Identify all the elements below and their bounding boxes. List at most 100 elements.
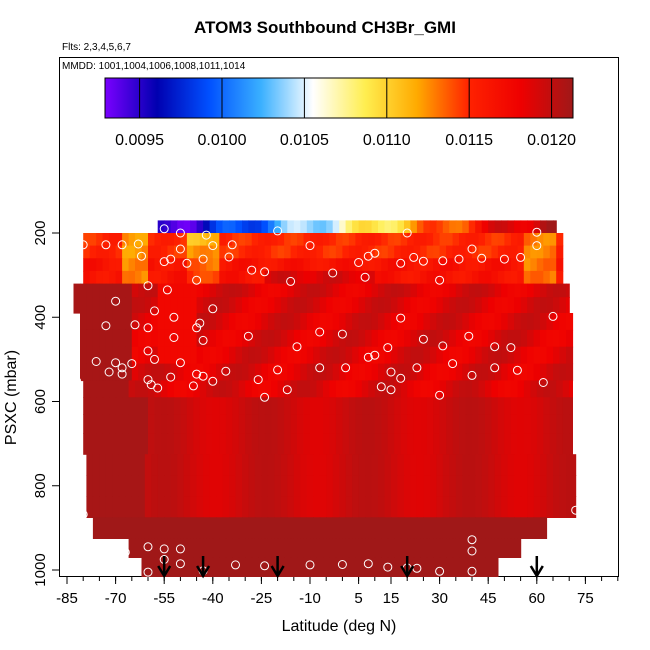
y-tick-label: 800 bbox=[32, 473, 49, 498]
heatmap-cell bbox=[190, 313, 198, 331]
heatmap-cell bbox=[404, 220, 412, 234]
heatmap-cell bbox=[203, 313, 211, 331]
heatmap-cell bbox=[271, 414, 279, 434]
flights-note: Flts: 2,3,4,5,6,7 bbox=[62, 42, 131, 53]
heatmap-cell bbox=[102, 414, 110, 434]
heatmap-cell bbox=[105, 496, 113, 518]
heatmap-cell bbox=[429, 475, 437, 497]
profile-point bbox=[182, 258, 192, 268]
heatmap-cell bbox=[475, 496, 483, 518]
heatmap-cell bbox=[141, 538, 149, 558]
heatmap-cell bbox=[297, 538, 305, 558]
profile-point bbox=[101, 240, 111, 250]
heatmap-cell bbox=[566, 454, 574, 476]
profile-point bbox=[273, 365, 283, 375]
heatmap-cell bbox=[348, 233, 356, 247]
heatmap-cell bbox=[190, 297, 198, 314]
heatmap-cell bbox=[131, 283, 139, 298]
heatmap-cell bbox=[404, 454, 412, 476]
heatmap-cell bbox=[442, 496, 450, 518]
heatmap-cell bbox=[238, 233, 246, 247]
heatmap-cell bbox=[504, 538, 512, 558]
heatmap-cell bbox=[475, 220, 483, 234]
heatmap-cell bbox=[368, 258, 376, 272]
heatmap-cell bbox=[264, 380, 272, 398]
heatmap-cell bbox=[209, 454, 217, 476]
heatmap-cell bbox=[481, 297, 489, 314]
heatmap-cell bbox=[125, 496, 133, 518]
heatmap-cell bbox=[472, 270, 480, 285]
heatmap-cell bbox=[410, 283, 418, 298]
heatmap-cell bbox=[225, 258, 233, 272]
heatmap-cell bbox=[413, 380, 421, 398]
heatmap-cell bbox=[540, 496, 548, 518]
heatmap-cell bbox=[157, 346, 165, 365]
heatmap-cell bbox=[420, 538, 428, 558]
heatmap-cell bbox=[429, 297, 437, 314]
heatmap-cell bbox=[109, 380, 117, 398]
heatmap-cell bbox=[138, 475, 146, 497]
heatmap-cell bbox=[391, 297, 399, 314]
heatmap-cell bbox=[141, 397, 149, 415]
profile-point bbox=[175, 544, 185, 554]
heatmap-cell bbox=[507, 283, 515, 298]
heatmap-cell bbox=[368, 245, 376, 259]
heatmap-cell bbox=[303, 270, 311, 285]
heatmap-cell bbox=[514, 220, 522, 234]
heatmap-cell bbox=[148, 258, 156, 272]
heatmap-cell bbox=[510, 414, 518, 434]
heatmap-cell bbox=[488, 297, 496, 314]
heatmap-cell bbox=[361, 233, 369, 247]
heatmap-cell bbox=[407, 233, 415, 247]
heatmap-cell bbox=[335, 538, 343, 558]
heatmap-cell bbox=[371, 475, 379, 497]
heatmap-cell bbox=[248, 475, 256, 497]
heatmap-cell bbox=[306, 454, 314, 476]
heatmap-cell bbox=[261, 475, 269, 497]
heatmap-cell bbox=[264, 258, 272, 272]
heatmap-cell bbox=[128, 433, 136, 455]
heatmap-cell bbox=[530, 245, 538, 259]
heatmap-cell bbox=[326, 329, 334, 348]
heatmap-cell bbox=[102, 397, 110, 415]
arrow-marker bbox=[157, 556, 172, 579]
heatmap-cell bbox=[413, 433, 421, 455]
heatmap-cell bbox=[429, 363, 437, 382]
heatmap-cell bbox=[209, 283, 217, 298]
heatmap-cell bbox=[556, 414, 564, 434]
heatmap-cell bbox=[154, 245, 162, 259]
heatmap-cell bbox=[216, 363, 224, 382]
heatmap-cell bbox=[332, 454, 340, 476]
heatmap-cell bbox=[546, 313, 554, 331]
heatmap-cell bbox=[277, 557, 285, 577]
profile-point bbox=[363, 251, 373, 261]
heatmap-cell bbox=[394, 557, 402, 577]
heatmap-cell bbox=[472, 233, 480, 247]
heatmap-cell bbox=[206, 258, 214, 272]
heatmap-cell bbox=[455, 346, 463, 365]
heatmap-cell bbox=[355, 397, 363, 415]
heatmap-cell bbox=[177, 363, 185, 382]
heatmap-cell bbox=[540, 329, 548, 348]
heatmap-cell bbox=[485, 270, 493, 285]
heatmap-cell bbox=[99, 297, 107, 314]
heatmap-cell bbox=[491, 557, 499, 577]
heatmap-cell bbox=[335, 258, 343, 272]
profile-point bbox=[363, 559, 373, 569]
arrow-head bbox=[270, 565, 285, 579]
heatmap-cell bbox=[540, 517, 548, 539]
profile-point bbox=[435, 566, 445, 576]
heatmap-cell bbox=[345, 329, 353, 348]
heatmap-cell bbox=[83, 270, 91, 285]
heatmap-cell bbox=[212, 414, 220, 434]
heatmap-cell bbox=[465, 258, 473, 272]
heatmap-cell bbox=[258, 433, 266, 455]
profile-point bbox=[260, 267, 270, 277]
heatmap-cell bbox=[566, 313, 574, 331]
heatmap-cell bbox=[501, 313, 509, 331]
heatmap-cell bbox=[504, 233, 512, 247]
profile-point bbox=[253, 375, 263, 385]
heatmap-cell bbox=[254, 329, 262, 348]
heatmap-cell bbox=[164, 297, 172, 314]
heatmap-cell bbox=[310, 258, 318, 272]
